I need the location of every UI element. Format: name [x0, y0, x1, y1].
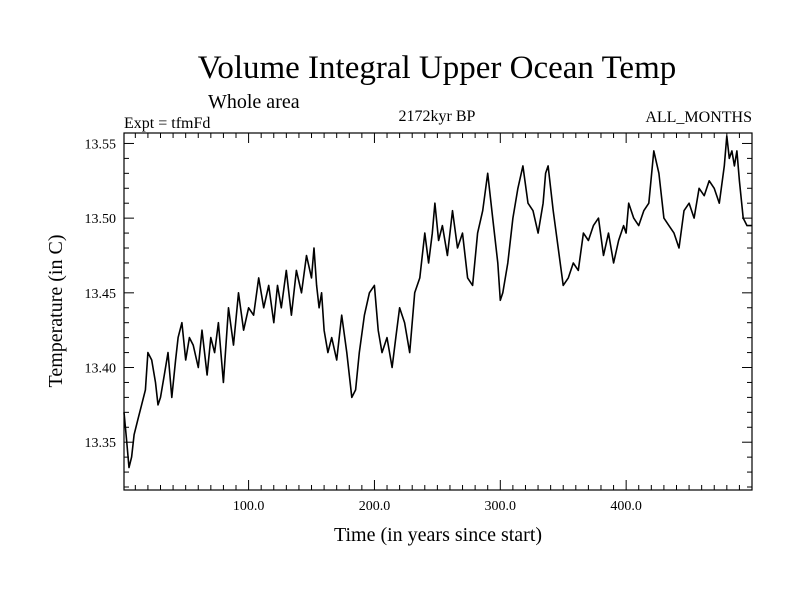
axis-ticks	[124, 133, 752, 490]
y-tick-label: 13.50	[85, 212, 117, 227]
y-tick-label: 13.45	[85, 287, 117, 302]
experiment-label: Expt = tfmFd	[124, 115, 210, 132]
x-tick-label: 100.0	[233, 499, 265, 514]
x-axis-label: Time (in years since start)	[334, 524, 542, 546]
x-tick-label: 300.0	[485, 499, 517, 514]
months-label: ALL_MONTHS	[645, 109, 752, 126]
y-tick-label: 13.35	[85, 436, 117, 451]
y-tick-label: 13.55	[85, 137, 117, 152]
series-line	[123, 135, 752, 469]
y-tick-label: 13.40	[85, 362, 117, 377]
chart-subtitle: Whole area	[208, 91, 300, 113]
period-label: 2172kyr BP	[399, 108, 476, 125]
axis-tick-labels: 100.0 200.0 300.0 400.0 13.35 13.40 13.45 13.50…	[85, 137, 642, 514]
chart-title: Volume Integral Upper Ocean Temp	[198, 50, 676, 86]
x-tick-label: 200.0	[359, 499, 391, 514]
y-axis-label: Temperature (in C)	[45, 235, 67, 388]
plot-frame	[123, 132, 753, 491]
x-tick-label: 400.0	[610, 499, 642, 514]
